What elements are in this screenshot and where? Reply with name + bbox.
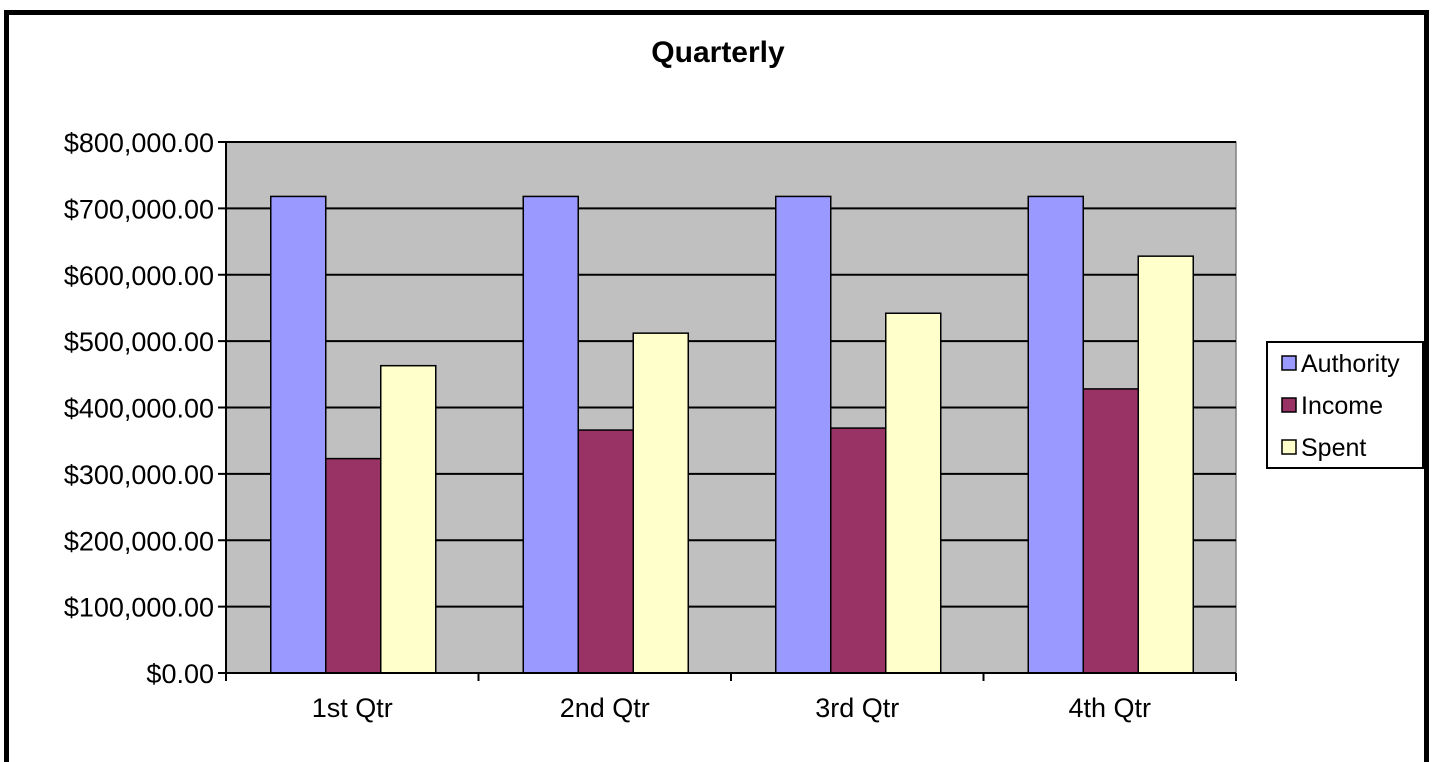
bar-authority [522, 195, 579, 674]
bar-income [1082, 388, 1139, 674]
bar-spent [885, 312, 942, 674]
y-tick-label: $400,000.00 [64, 394, 214, 424]
legend-swatch [1281, 397, 1297, 413]
axes: $0.00 $100,000.00 $200,000.00 $300,000.00 $4… [64, 128, 1237, 723]
bar-income [830, 427, 887, 674]
legend-label: Income [1301, 392, 1383, 420]
bar-authority [1027, 195, 1084, 674]
legend-label: Spent [1301, 434, 1366, 462]
bar-income [325, 457, 382, 674]
x-tick-label: 4th Qtr [1068, 693, 1151, 723]
y-tick-label: $200,000.00 [64, 526, 214, 556]
legend-swatch [1281, 355, 1297, 371]
bar-income [577, 429, 634, 674]
chart-title: Quarterly [651, 36, 785, 69]
legend-swatch [1281, 439, 1297, 455]
y-tick-label: $600,000.00 [64, 261, 214, 291]
bar-spent [380, 364, 437, 674]
y-tick-label: $300,000.00 [64, 460, 214, 490]
legend-label: Authority [1301, 350, 1400, 378]
bar-authority [270, 195, 327, 674]
y-tick-label: $500,000.00 [64, 327, 214, 357]
y-tick-label: $0.00 [146, 659, 214, 689]
bar-authority [775, 195, 832, 674]
x-tick-label: 2nd Qtr [560, 693, 650, 723]
x-tick-label: 1st Qtr [312, 693, 393, 723]
x-tick-label: 3rd Qtr [815, 693, 899, 723]
y-tick-label: $800,000.00 [64, 128, 214, 158]
legend: Authority Income Spent [1266, 341, 1424, 469]
bar-spent [1137, 255, 1194, 674]
bars [270, 195, 1194, 674]
y-tick-label: $100,000.00 [64, 593, 214, 623]
bar-spent [632, 332, 689, 674]
y-tick-label: $700,000.00 [64, 194, 214, 224]
